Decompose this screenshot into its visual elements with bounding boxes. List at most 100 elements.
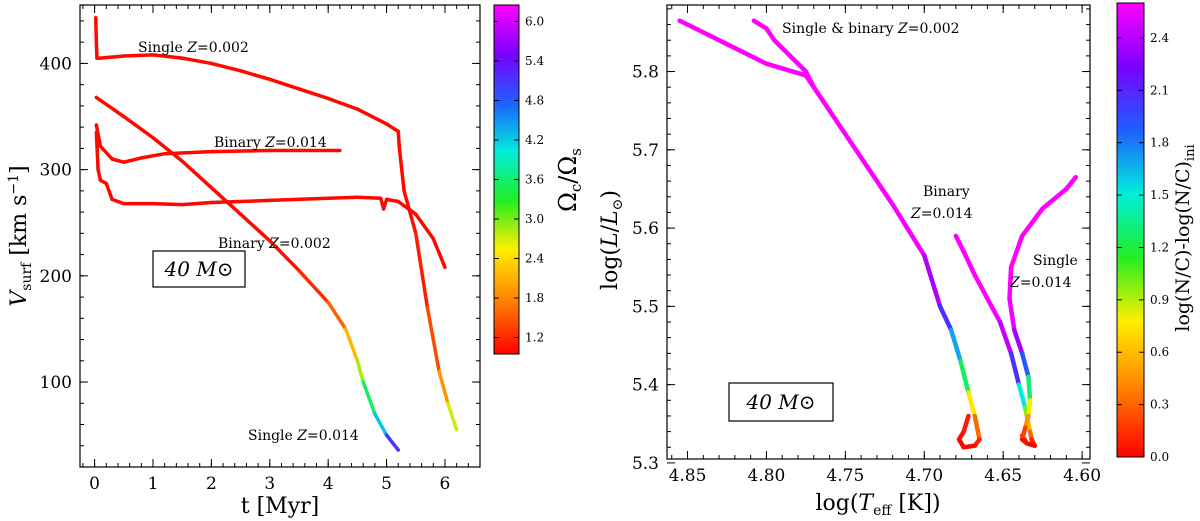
left-y-tick-label: 100	[40, 373, 72, 393]
curve-segment	[180, 159, 214, 190]
left-colorbar-tick-label: 3.6	[525, 173, 544, 187]
curve-segment	[1011, 327, 1025, 356]
series-single-z-0-014	[1007, 174, 1079, 446]
right-colorbar-tick-label: 1.8	[1150, 136, 1169, 150]
right-plot-frame	[666, 4, 1091, 460]
right-x-tick-label: 4.75	[826, 466, 864, 486]
curve-segment	[732, 45, 769, 66]
right-curves	[677, 18, 1079, 450]
left-x-tick-label: 1	[148, 474, 159, 494]
right-y-tick-label: 5.8	[632, 63, 659, 83]
left-colorbar-tick-label: 1.2	[525, 331, 544, 345]
right-colorbar-tick-label: 0.6	[1150, 345, 1169, 359]
right-y-tick-label: 5.7	[632, 141, 659, 161]
curve-segment	[827, 108, 864, 160]
right-colorbar-label: log(N/C)-log(N/C)ini	[1172, 144, 1198, 331]
curve-segment	[425, 305, 441, 374]
left-x-tick-label: 6	[440, 474, 451, 494]
curve-segment	[268, 77, 301, 91]
curve-segment	[972, 272, 990, 301]
right-x-tick-label: 4.70	[905, 466, 943, 486]
curve-segment	[122, 114, 155, 140]
curve-segment	[297, 268, 330, 305]
curve-segment	[180, 56, 214, 66]
curve-segment	[396, 199, 418, 216]
curve-segment	[1016, 382, 1028, 411]
left-x-tick-label: 5	[381, 474, 392, 494]
left-colorbar-label: Ωc/Ωs	[554, 148, 585, 212]
right-colorbar-tick-label: 1.2	[1150, 240, 1169, 254]
curve-segment	[961, 413, 971, 434]
left-colorbar-ticks: 1.2 1.8 2.4 3.0 3.6 4.2 4.8 5.4 6.0	[494, 14, 544, 345]
curve-segment	[98, 54, 126, 60]
curve-segment	[1008, 351, 1022, 387]
right-colorbar-tick-label: 2.1	[1150, 83, 1169, 97]
series-single-z-0-002	[94, 15, 459, 432]
right-mass-box: 40 M⊙	[728, 382, 834, 422]
right-x-tick-label: 4.80	[748, 466, 786, 486]
curve-segment	[922, 253, 943, 309]
curve-segment	[961, 249, 978, 278]
right-colorbar	[1116, 2, 1145, 458]
curve-segment	[238, 212, 272, 243]
left-y-tick-label: 200	[40, 267, 72, 287]
right-colorbar-tick-label: 0.3	[1150, 398, 1169, 412]
left-colorbar-tick-label: 4.2	[525, 133, 544, 147]
right-axis-ticks: 4.85 4.80 4.75 4.70 4.65 4.60 5.3 5.4 5.5 5.6 5.7 5…	[632, 5, 1101, 486]
curve-segment	[268, 196, 330, 203]
curve-segment	[764, 26, 777, 43]
right-panel: 4.85 4.80 4.75 4.70 4.65 4.60 5.3 5.4 5.5 5.6 5.7 5…	[598, 2, 1198, 519]
left-curves	[94, 15, 459, 452]
left-annotation-binary-z0014: Binary Z=0.014	[214, 135, 327, 151]
series-single-binary-z-0-002-branch-b-	[751, 18, 982, 450]
curve-segment	[110, 157, 126, 164]
curve-segment	[985, 296, 1003, 325]
curve-segment	[268, 239, 301, 273]
right-colorbar-ticks: 0.0 0.3 0.6 0.9 1.2 1.5 1.8 2.1 2.4	[1117, 31, 1169, 464]
curve-segment	[414, 231, 430, 310]
curve-segment	[414, 212, 436, 241]
right-mass-label: 40 M⊙	[745, 390, 815, 414]
curve-segment	[437, 369, 450, 406]
curve-segment	[151, 136, 184, 163]
curve-segment	[677, 18, 706, 35]
right-x-tick-label: 4.65	[984, 466, 1022, 486]
left-colorbar-tick-label: 6.0	[525, 14, 544, 28]
curve-segment	[958, 358, 971, 395]
left-y-tick-label: 400	[40, 54, 72, 74]
curve-segment	[209, 185, 243, 216]
right-y-tick-label: 5.3	[632, 454, 659, 474]
curve-segment	[384, 433, 400, 452]
curve-segment	[94, 40, 99, 60]
curve-segment	[701, 30, 738, 51]
left-mass-label: 40 M⊙	[163, 257, 233, 281]
left-annotation-binary-z0002: Binary Z=0.002	[218, 236, 331, 252]
curve-segment	[122, 156, 144, 164]
curve-segment	[772, 37, 793, 59]
curve-segment	[361, 380, 377, 416]
left-panel: 0 1 2 3 4 5 6 100 200 300 400 Single Z=0.002 Binar…	[6, 4, 585, 519]
left-axis-ticks: 0 1 2 3 4 5 6 100 200 300 400	[40, 5, 481, 494]
right-y-tick-label: 5.6	[632, 219, 659, 239]
curve-segment	[326, 300, 348, 331]
right-annotation-single-z0014-line2: Z=0.014	[1009, 275, 1072, 291]
left-x-tick-label: 2	[206, 474, 217, 494]
curve-segment	[355, 359, 365, 384]
curve-segment	[966, 390, 978, 419]
right-colorbar-tick-label: 0.9	[1150, 293, 1169, 307]
right-x-tick-label: 4.60	[1063, 466, 1101, 486]
curve-segment	[94, 130, 100, 172]
curve-segment	[94, 15, 99, 44]
left-y-axis-title: Vsurf [km s−1]	[6, 165, 35, 306]
right-y-axis-title: log(L/L⊙)	[598, 190, 626, 290]
curve-segment	[1019, 437, 1030, 446]
right-annotation-binary-z0014-line2: Z=0.014	[910, 206, 973, 222]
left-x-tick-label: 0	[89, 474, 100, 494]
curve-segment	[326, 195, 360, 201]
curve-segment	[803, 69, 817, 90]
left-colorbar-tick-label: 4.8	[525, 93, 544, 107]
curve-segment	[1019, 351, 1031, 380]
curve-segment	[384, 197, 400, 204]
curve-segment	[948, 327, 963, 364]
